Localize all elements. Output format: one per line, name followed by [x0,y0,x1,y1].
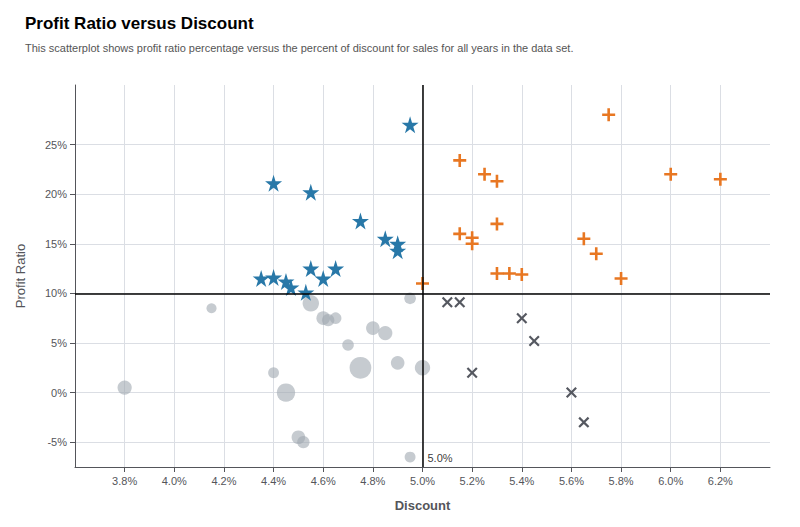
svg-text:-5%: -5% [47,436,67,448]
svg-text:4.2%: 4.2% [211,475,236,487]
svg-text:5%: 5% [51,337,67,349]
svg-text:Profit Ratio versus Discount: Profit Ratio versus Discount [25,14,254,33]
svg-text:20%: 20% [45,188,67,200]
svg-text:10%: 10% [45,287,67,299]
svg-text:4.0%: 4.0% [162,475,187,487]
svg-text:5.6%: 5.6% [559,475,584,487]
svg-text:5.4%: 5.4% [509,475,534,487]
svg-text:4.6%: 4.6% [311,475,336,487]
svg-text:Profit Ratio: Profit Ratio [13,244,28,308]
svg-text:3.8%: 3.8% [112,475,137,487]
svg-text:5.2%: 5.2% [460,475,485,487]
svg-text:4.8%: 4.8% [360,475,385,487]
svg-text:5.0%: 5.0% [410,475,435,487]
svg-text:6.2%: 6.2% [708,475,733,487]
svg-text:5.0%: 5.0% [428,452,453,464]
svg-text:25%: 25% [45,139,67,151]
svg-text:This scatterplot shows profit: This scatterplot shows profit ratio perc… [25,42,573,54]
svg-text:5.8%: 5.8% [609,475,634,487]
svg-text:4.4%: 4.4% [261,475,286,487]
svg-text:Discount: Discount [395,498,451,513]
svg-text:6.0%: 6.0% [658,475,683,487]
svg-text:15%: 15% [45,238,67,250]
svg-text:0%: 0% [51,387,67,399]
